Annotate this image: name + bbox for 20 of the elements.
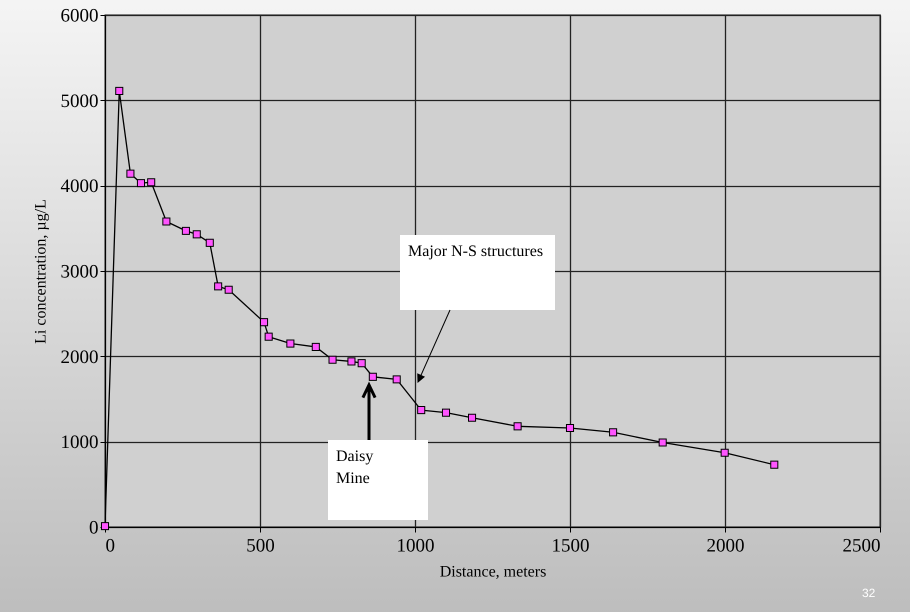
y-tick-label: 6000 bbox=[60, 6, 98, 26]
x-tick-label: 500 bbox=[246, 536, 275, 556]
x-axis-title: Distance, meters bbox=[440, 564, 546, 580]
y-tick-label: 0 bbox=[89, 518, 98, 538]
text: 32 bbox=[862, 586, 876, 600]
note-box: Daisy Mine bbox=[328, 440, 428, 520]
y-tick-label: 1000 bbox=[60, 432, 98, 454]
y-tick-label: 5000 bbox=[60, 90, 98, 112]
x-tick-label: 2000 bbox=[706, 536, 744, 556]
note-box: Major N-S structures bbox=[400, 235, 555, 310]
x-tick-label: 0 bbox=[106, 536, 115, 556]
annotation: Daisy Mine bbox=[336, 447, 374, 489]
y-tick-label: 3000 bbox=[60, 262, 98, 282]
y-tick-label: 2000 bbox=[60, 346, 98, 368]
y-tick-label: 4000 bbox=[60, 176, 98, 198]
x-tick-label: 2500 bbox=[842, 536, 880, 556]
x-tick-label: 1500 bbox=[552, 536, 590, 556]
x-tick-label: 1000 bbox=[396, 536, 434, 556]
annotation: Major N-S structures bbox=[408, 242, 544, 262]
y-axis-title: Li concentration, µg/L bbox=[32, 199, 50, 344]
